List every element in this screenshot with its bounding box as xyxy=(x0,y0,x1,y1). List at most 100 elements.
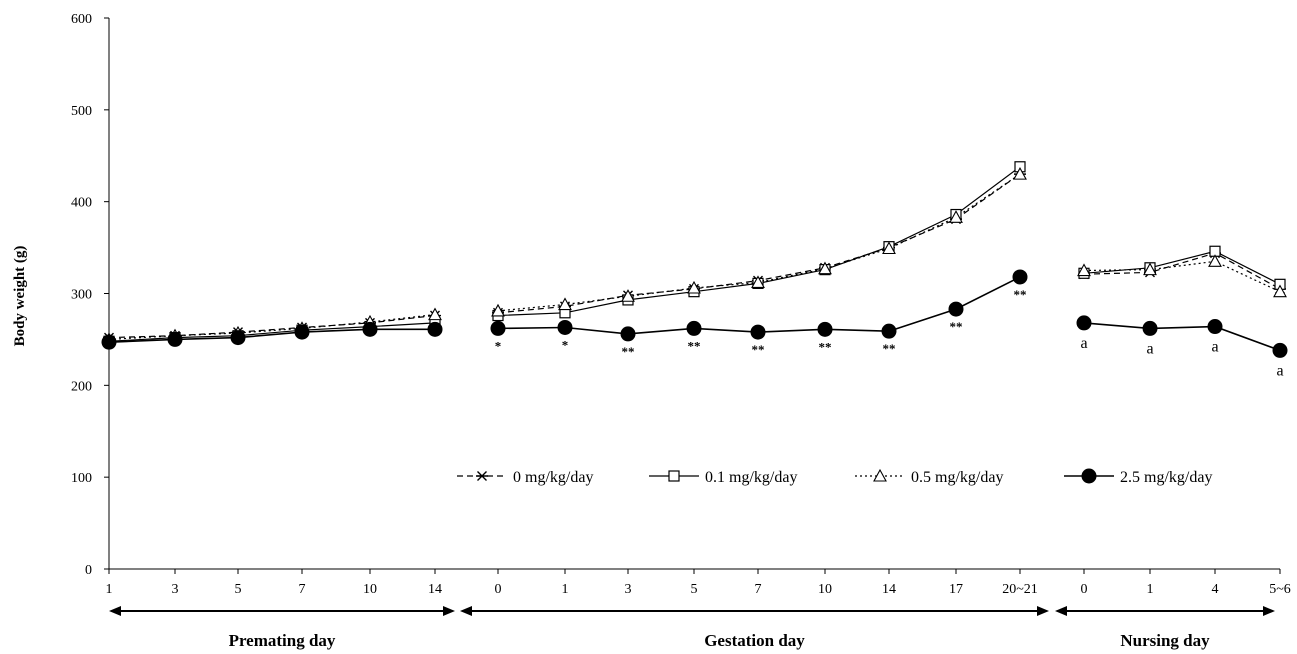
legend-label: 0.5 mg/kg/day xyxy=(911,469,1003,486)
data-point-circle xyxy=(1207,319,1223,335)
legend: 0 mg/kg/day 0.1 mg/kg/day 0.5 mg/kg/day 2.5… xyxy=(457,468,1212,486)
data-point-triangle xyxy=(621,289,635,302)
series-lines xyxy=(108,166,1281,352)
annotation-letter: a xyxy=(1276,362,1283,379)
series-line xyxy=(497,173,1021,312)
x-tick-label: 4 xyxy=(1212,582,1219,597)
legend-label: 2.5 mg/kg/day xyxy=(1120,469,1212,486)
data-point-triangle xyxy=(751,275,765,289)
data-point-circle xyxy=(881,323,897,339)
data-point-triangle xyxy=(873,468,887,482)
phase-arrow-head-left xyxy=(460,606,472,616)
data-point-asterisk xyxy=(476,471,488,481)
data-point-triangle xyxy=(491,303,505,317)
data-point-circle xyxy=(750,324,766,340)
phase-label: Premating day xyxy=(229,631,336,650)
data-point-circle xyxy=(230,330,246,346)
data-point-circle xyxy=(1272,342,1288,358)
significance-annotations: * * ** ** ** ** ******a a aa xyxy=(495,287,1284,379)
significance-star: ** xyxy=(622,344,635,359)
data-point-triangle xyxy=(558,297,572,311)
significance-star: ** xyxy=(950,319,963,334)
data-point-circle xyxy=(557,319,573,335)
x-tick-label: 5~6 xyxy=(1269,582,1291,597)
data-point-circle xyxy=(948,301,964,317)
significance-star: * xyxy=(495,338,502,353)
x-tick-label: 10 xyxy=(818,582,832,597)
significance-star: ** xyxy=(883,341,896,356)
significance-star: ** xyxy=(819,339,832,354)
data-point-circle xyxy=(1142,320,1158,336)
phase-arrow-head-left xyxy=(109,606,121,616)
significance-star: ** xyxy=(752,342,765,357)
x-tick-label: 20~21 xyxy=(1002,582,1038,597)
series-line xyxy=(1083,252,1281,290)
data-point-circle xyxy=(1012,269,1028,285)
y-tick-label: 600 xyxy=(71,12,92,27)
x-tick-label: 17 xyxy=(949,582,963,597)
data-point-triangle xyxy=(1273,284,1287,298)
x-tick-label: 5 xyxy=(235,582,242,597)
data-point-triangle xyxy=(1143,262,1157,276)
data-point-circle xyxy=(490,320,506,336)
data-point-circle xyxy=(362,321,378,337)
x-tick-label: 14 xyxy=(882,582,896,597)
data-point-circle xyxy=(101,334,117,350)
data-point-triangle xyxy=(1208,254,1222,267)
data-point-circle xyxy=(686,320,702,336)
legend-label: 0.1 mg/kg/day xyxy=(705,469,797,486)
legend-label: 0 mg/kg/day xyxy=(513,469,593,486)
significance-star: * xyxy=(562,337,569,352)
x-tick-label: 0 xyxy=(1081,582,1088,597)
series-line xyxy=(497,166,1021,317)
x-tick-label: 0 xyxy=(495,582,502,597)
data-point-triangle xyxy=(818,261,832,275)
data-point-square xyxy=(668,470,680,482)
series-line xyxy=(1083,260,1281,293)
data-point-circle xyxy=(1081,468,1097,484)
data-point-triangle xyxy=(1077,263,1091,277)
x-tick-label: 14 xyxy=(428,582,442,597)
y-tick-label: 100 xyxy=(71,471,92,486)
series-line xyxy=(497,173,1021,314)
x-tick-label: 7 xyxy=(299,582,306,597)
phase-arrow-head-left xyxy=(1055,606,1067,616)
y-axis-label: Body weight (g) xyxy=(12,246,28,347)
data-point-circle xyxy=(167,331,183,347)
series-markers xyxy=(101,161,1288,358)
y-tick-label: 200 xyxy=(71,379,92,394)
series-line xyxy=(108,328,435,343)
x-tick-label: 3 xyxy=(172,582,179,597)
x-tick-label: 3 xyxy=(625,582,632,597)
data-point-triangle xyxy=(1013,166,1027,180)
data-point-circle xyxy=(1076,315,1092,331)
significance-star: ** xyxy=(688,338,701,353)
x-tick-label: 1 xyxy=(562,582,569,597)
x-tick-label: 5 xyxy=(691,582,698,597)
y-tick-label: 400 xyxy=(71,196,92,211)
data-point-triangle xyxy=(949,210,963,223)
annotation-letter: a xyxy=(1080,335,1087,352)
data-point-circle xyxy=(620,326,636,342)
data-point-triangle xyxy=(687,280,701,294)
y-tick-label: 300 xyxy=(71,288,92,303)
phase-label: Nursing day xyxy=(1120,631,1210,650)
data-point-triangle xyxy=(428,307,442,321)
series-line xyxy=(1083,250,1281,285)
phase-arrows: Premating day Gestation day Nursing day xyxy=(109,606,1275,650)
data-point-triangle xyxy=(882,241,896,255)
annotation-letter: a xyxy=(1211,339,1218,356)
series-line xyxy=(108,322,436,342)
x-tick-label: 7 xyxy=(755,582,762,597)
phase-label: Gestation day xyxy=(704,631,805,650)
data-point-circle xyxy=(294,324,310,340)
y-tick-label: 0 xyxy=(85,563,92,578)
annotation-letter: a xyxy=(1146,340,1153,357)
x-tick-label: 1 xyxy=(1147,582,1154,597)
data-point-circle xyxy=(427,321,443,337)
y-tick-label: 500 xyxy=(71,104,92,119)
series-line xyxy=(1083,322,1281,352)
y-axis-ticks: 0 100 200 300 400 500 600 xyxy=(71,12,109,578)
phase-arrow-head-right xyxy=(1263,606,1275,616)
